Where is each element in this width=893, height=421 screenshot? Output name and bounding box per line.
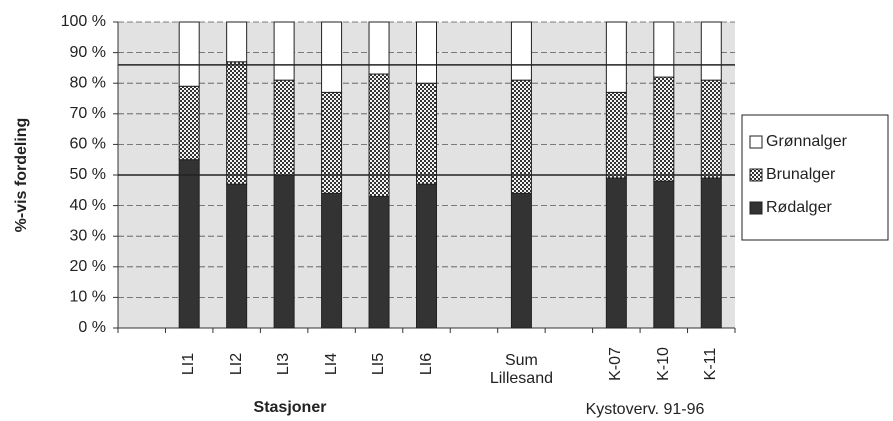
bar-segment [321,91,343,194]
bar-segment [416,183,437,329]
bar-segment [700,21,722,81]
legend-swatch [749,168,763,182]
bar-segment [178,85,200,161]
y-tick-label: 70 % [70,105,106,122]
bar-segment [368,73,390,197]
bar-segment [700,79,722,179]
legend-swatch [749,135,763,149]
bar-segment [226,21,248,63]
bar-segment [273,21,295,81]
y-tick-label: 50 % [70,166,106,183]
bar-segment [510,21,532,81]
bar-segment [226,61,248,185]
x-tick-label: LI4 [322,352,340,376]
bar-segment [605,177,627,329]
x-tick-label: LI1 [180,352,198,376]
y-tick-label: 0 % [78,319,106,336]
bar-segment [653,21,675,78]
bar-segment [273,79,295,176]
bar-segment [321,192,343,329]
x-tick-label: LI6 [417,352,435,376]
legend-label: Brunalger [766,166,836,183]
y-tick-label: 30 % [70,227,106,244]
bar-segment [368,195,390,329]
y-tick-label: 90 % [70,44,106,61]
bar-segment [700,177,722,329]
bar-segment [653,180,675,329]
y-tick-label: 60 % [70,136,106,153]
bar-segment [653,76,675,182]
bar-segment [510,79,532,194]
bar-segment [416,21,437,84]
bar-segment [178,21,200,87]
bar-segment [605,21,627,93]
legend-label: Rødalger [766,199,832,216]
x-tick-label: K-10 [654,347,672,381]
bar-segment [605,91,627,179]
bar-segment [510,192,532,329]
y-tick-label: 80 % [70,74,106,91]
legend-swatch [749,201,763,215]
bar-segment [273,174,295,329]
x-tick-label: LI5 [370,352,388,376]
legend-box [741,114,889,241]
y-axis-title: %-vis fordeling [13,118,30,233]
x-tick-label: Sum Lillesand [489,352,553,387]
y-tick-label: 40 % [70,197,106,214]
x-axis-title: Stasjoner [254,399,327,416]
bar-segment [416,82,437,185]
x-tick-label: K-11 [702,347,720,381]
x-tick-label: LI3 [275,352,293,376]
y-tick-label: 10 % [70,289,106,306]
bar-segment [321,21,343,93]
y-tick-label: 20 % [70,258,106,275]
bar-segment [178,159,200,329]
bar-segment [226,183,248,329]
x-tick-label: LI2 [227,352,245,376]
bar-segment [368,21,390,75]
legend-label: Grønnalger [766,133,848,150]
x-tick-label: K-07 [607,347,625,381]
y-tick-label: 100 % [61,13,106,30]
annotation: Kystoverv. 91-96 [586,401,705,418]
